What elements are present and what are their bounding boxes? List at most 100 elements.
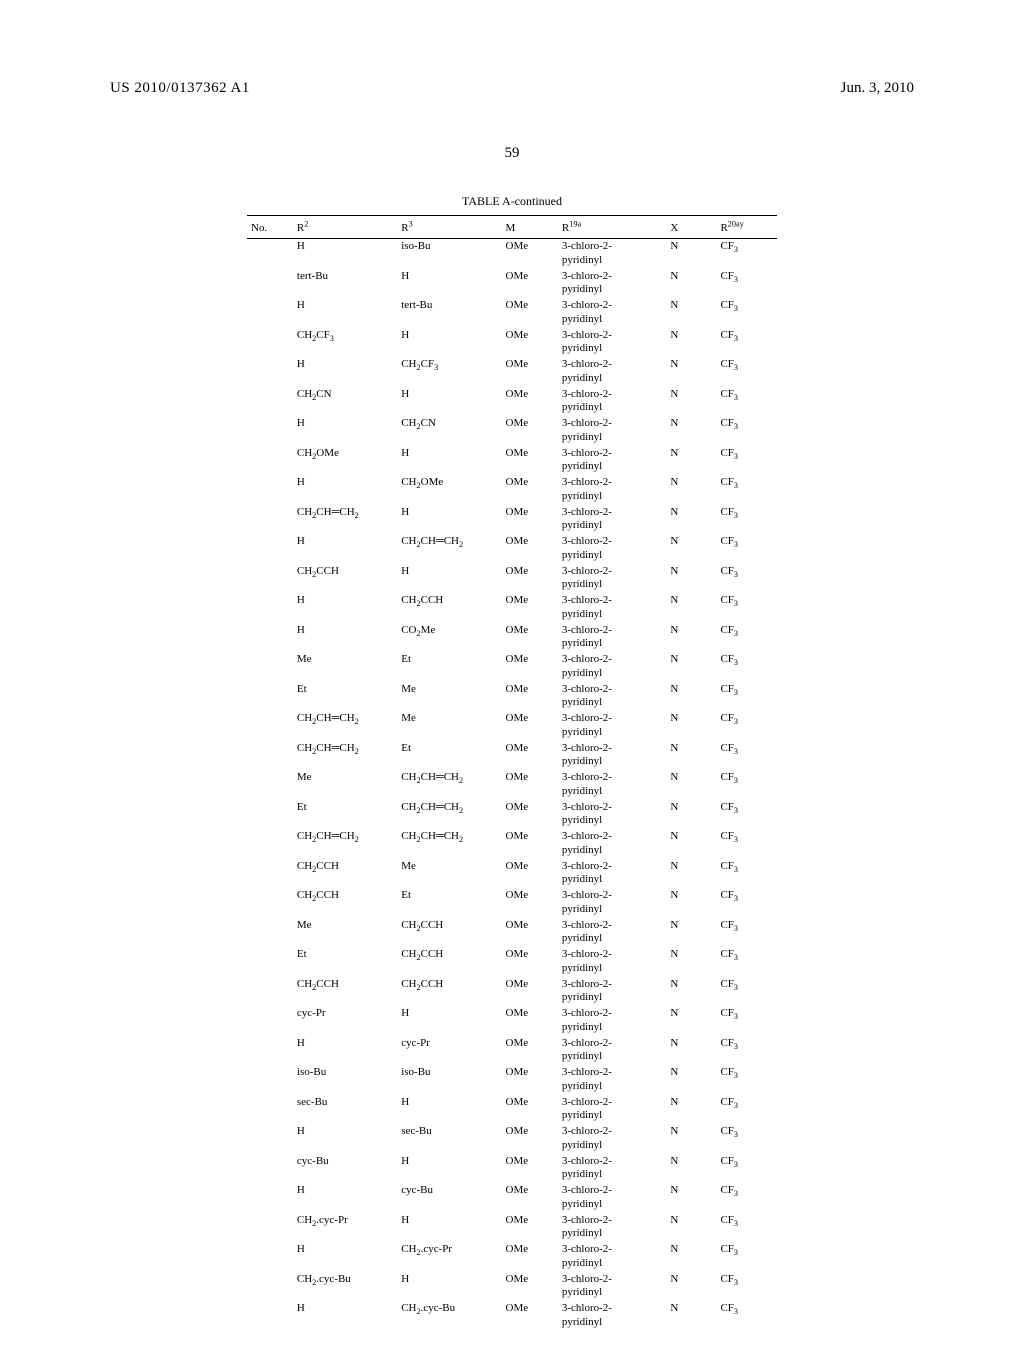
table-cell: 3-chloro-2-pyridinyl <box>558 239 667 269</box>
table-cell: Me <box>293 652 397 682</box>
table-cell: CF3 <box>716 1213 777 1243</box>
table-cell: OMe <box>502 1154 558 1184</box>
table-row: MeEtOMe3-chloro-2-pyridinylNCF3 <box>247 652 777 682</box>
table-cell: 3-chloro-2-pyridinyl <box>558 1124 667 1154</box>
table-cell: OMe <box>502 593 558 623</box>
table-cell <box>247 239 293 269</box>
table-cell: CF3 <box>716 1272 777 1302</box>
table-cell: 3-chloro-2-pyridinyl <box>558 770 667 800</box>
table-cell: N <box>666 918 716 948</box>
table-row: CH2.cyc-PrHOMe3-chloro-2-pyridinylNCF3 <box>247 1213 777 1243</box>
table-cell: 3-chloro-2-pyridinyl <box>558 800 667 830</box>
table-cell <box>247 682 293 712</box>
table-cell: N <box>666 770 716 800</box>
table-cell: OMe <box>502 564 558 594</box>
table-row: CH2CF3HOMe3-chloro-2-pyridinylNCF3 <box>247 328 777 358</box>
table-cell: N <box>666 416 716 446</box>
table-header-row: No. R2 R3 M R19a X R20ay <box>247 216 777 238</box>
table-body: Hiso-BuOMe3-chloro-2-pyridinylNCF3tert-B… <box>247 239 777 1331</box>
table-cell: CH2CH═CH2 <box>397 829 501 859</box>
table-cell: 3-chloro-2-pyridinyl <box>558 859 667 889</box>
table-cell: 3-chloro-2-pyridinyl <box>558 918 667 948</box>
table-cell: 3-chloro-2-pyridinyl <box>558 623 667 653</box>
table-cell: N <box>666 800 716 830</box>
table-cell <box>247 416 293 446</box>
table-row: EtCH2CCHOMe3-chloro-2-pyridinylNCF3 <box>247 947 777 977</box>
table-cell: N <box>666 977 716 1007</box>
table-row: CH2CH═CH2EtOMe3-chloro-2-pyridinylNCF3 <box>247 741 777 771</box>
table-cell: OMe <box>502 1095 558 1125</box>
table-cell: OMe <box>502 534 558 564</box>
table-cell: N <box>666 1154 716 1184</box>
table-cell: N <box>666 564 716 594</box>
table-cell: OMe <box>502 741 558 771</box>
table-cell: N <box>666 1006 716 1036</box>
table-cell: OMe <box>502 357 558 387</box>
table-cell: tert-Bu <box>397 298 501 328</box>
table-cell: CH2CH═CH2 <box>293 741 397 771</box>
table-cell: CH2CF3 <box>293 328 397 358</box>
table-cell: sec-Bu <box>397 1124 501 1154</box>
table-cell: OMe <box>502 800 558 830</box>
table-row: Hsec-BuOMe3-chloro-2-pyridinylNCF3 <box>247 1124 777 1154</box>
table-cell: OMe <box>502 623 558 653</box>
table-cell: H <box>293 239 397 269</box>
table-cell: iso-Bu <box>397 1065 501 1095</box>
table-cell: 3-chloro-2-pyridinyl <box>558 534 667 564</box>
table-cell: Me <box>397 859 501 889</box>
table-cell: OMe <box>502 328 558 358</box>
col-no: No. <box>247 216 293 238</box>
table-cell <box>247 387 293 417</box>
table-cell <box>247 1183 293 1213</box>
table-row: EtCH2CH═CH2OMe3-chloro-2-pyridinylNCF3 <box>247 800 777 830</box>
table-cell <box>247 1242 293 1272</box>
table-cell: CF3 <box>716 1095 777 1125</box>
table-cell: N <box>666 1301 716 1331</box>
table-cell: OMe <box>502 475 558 505</box>
table-cell: N <box>666 505 716 535</box>
table-cell: CF3 <box>716 829 777 859</box>
table-cell: H <box>293 534 397 564</box>
table-cell: CF3 <box>716 298 777 328</box>
table-cell: 3-chloro-2-pyridinyl <box>558 888 667 918</box>
table-row: CH2CCHMeOMe3-chloro-2-pyridinylNCF3 <box>247 859 777 889</box>
table-cell: 3-chloro-2-pyridinyl <box>558 741 667 771</box>
table-cell: N <box>666 682 716 712</box>
table-row: HCH2CH═CH2OMe3-chloro-2-pyridinylNCF3 <box>247 534 777 564</box>
table-cell <box>247 1272 293 1302</box>
table-cell: H <box>397 1213 501 1243</box>
table-cell: OMe <box>502 918 558 948</box>
table-cell: OMe <box>502 269 558 299</box>
table-cell: 3-chloro-2-pyridinyl <box>558 357 667 387</box>
table-cell: CF3 <box>716 475 777 505</box>
table-row: iso-Buiso-BuOMe3-chloro-2-pyridinylNCF3 <box>247 1065 777 1095</box>
table-cell: N <box>666 1124 716 1154</box>
table-row: Htert-BuOMe3-chloro-2-pyridinylNCF3 <box>247 298 777 328</box>
table-cell: 3-chloro-2-pyridinyl <box>558 1213 667 1243</box>
table-cell <box>247 446 293 476</box>
table-cell: CH2.cyc-Pr <box>397 1242 501 1272</box>
table-cell: N <box>666 534 716 564</box>
table-cell: 3-chloro-2-pyridinyl <box>558 446 667 476</box>
table-cell: CH2.cyc-Bu <box>397 1301 501 1331</box>
table-cell: CH2CN <box>293 387 397 417</box>
table-row: CH2CCHEtOMe3-chloro-2-pyridinylNCF3 <box>247 888 777 918</box>
table-cell: H <box>293 1242 397 1272</box>
table-cell: OMe <box>502 888 558 918</box>
table-cell: CO2Me <box>397 623 501 653</box>
table-cell <box>247 328 293 358</box>
table-cell: CF3 <box>716 1124 777 1154</box>
table-cell: sec-Bu <box>293 1095 397 1125</box>
table-cell: 3-chloro-2-pyridinyl <box>558 711 667 741</box>
table-cell: iso-Bu <box>293 1065 397 1095</box>
table-cell: CH2CH═CH2 <box>397 800 501 830</box>
table-cell: 3-chloro-2-pyridinyl <box>558 1301 667 1331</box>
compound-table: No. R2 R3 M R19a X R20ay Hiso-BuOMe3-chl… <box>247 216 777 1331</box>
publication-date: Jun. 3, 2010 <box>841 80 914 97</box>
table-row: HCO2MeOMe3-chloro-2-pyridinylNCF3 <box>247 623 777 653</box>
table-cell: 3-chloro-2-pyridinyl <box>558 682 667 712</box>
table-cell: CH2CCH <box>293 888 397 918</box>
table-cell <box>247 1301 293 1331</box>
table-cell: Et <box>397 888 501 918</box>
table-cell: 3-chloro-2-pyridinyl <box>558 652 667 682</box>
